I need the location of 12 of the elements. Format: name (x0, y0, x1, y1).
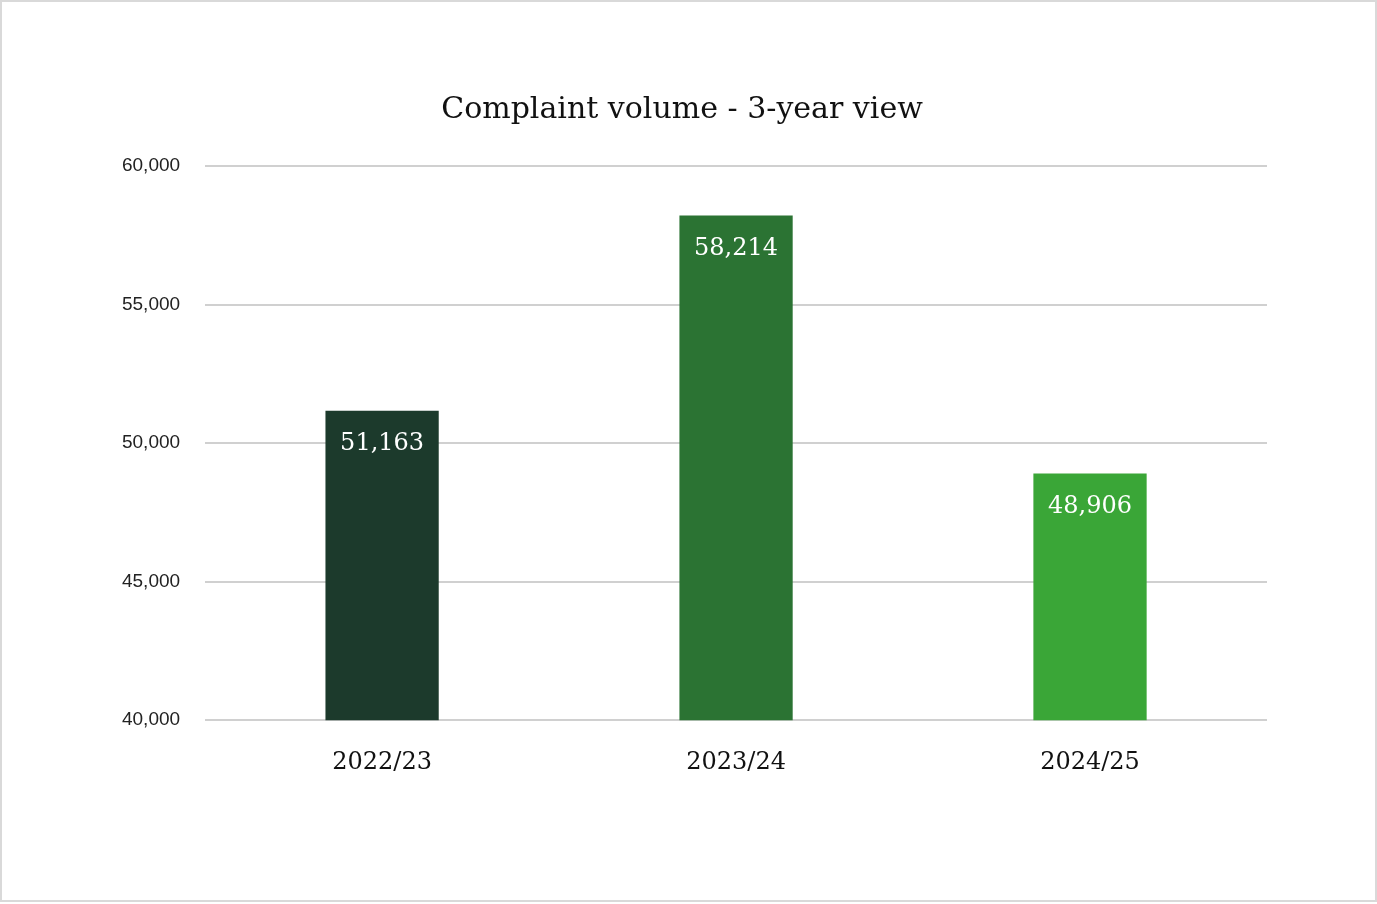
y-tick-label: 55,000 (121, 292, 181, 314)
y-tick-label: 60,000 (121, 154, 181, 176)
x-tick-label: 2022/23 (332, 746, 432, 775)
data-label: 48,906 (1048, 490, 1133, 519)
data-label: 58,214 (694, 232, 779, 261)
y-tick-label: 50,000 (121, 431, 181, 453)
chart-title: Complaint volume - 3-year view (441, 89, 924, 125)
y-tick-label: 45,000 (121, 569, 181, 591)
y-tick-label: 40,000 (121, 708, 181, 730)
x-tick-label: 2023/24 (686, 746, 786, 775)
data-label: 51,163 (340, 428, 425, 457)
x-tick-label: 2024/25 (1040, 746, 1140, 775)
